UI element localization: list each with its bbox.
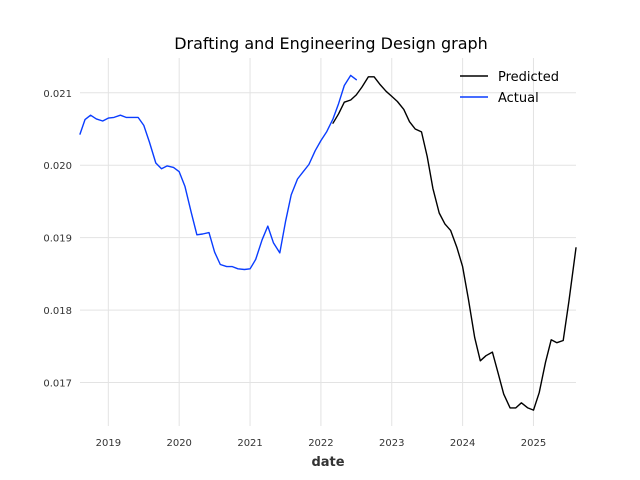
y-tick-label: 0.020 [43, 161, 72, 172]
x-tick-label: 2023 [379, 438, 404, 449]
legend-label-predicted: Predicted [498, 70, 559, 85]
grid [80, 58, 576, 426]
x-tick-label: 2020 [166, 438, 191, 449]
chart-title: Drafting and Engineering Design graph [174, 34, 488, 53]
x-tick-label: 2025 [521, 438, 546, 449]
x-tick-label: 2024 [450, 438, 475, 449]
x-axis: 2019 2020 2021 2022 2023 2024 2025 [96, 438, 547, 449]
y-tick-label: 0.019 [43, 234, 72, 245]
legend: Predicted Actual [460, 70, 559, 106]
y-tick-label: 0.017 [43, 379, 72, 390]
series-line-actual [79, 74, 357, 271]
x-tick-label: 2019 [96, 438, 121, 449]
y-tick-label: 0.018 [43, 306, 72, 317]
legend-label-actual: Actual [498, 91, 539, 106]
x-axis-label: date [311, 455, 344, 470]
x-tick-label: 2022 [308, 438, 333, 449]
x-tick-label: 2021 [237, 438, 262, 449]
series-lines [79, 74, 577, 411]
series-line-predicted [332, 76, 577, 411]
y-axis: 0.017 0.018 0.019 0.020 0.021 [43, 89, 72, 390]
y-tick-label: 0.021 [43, 89, 72, 100]
